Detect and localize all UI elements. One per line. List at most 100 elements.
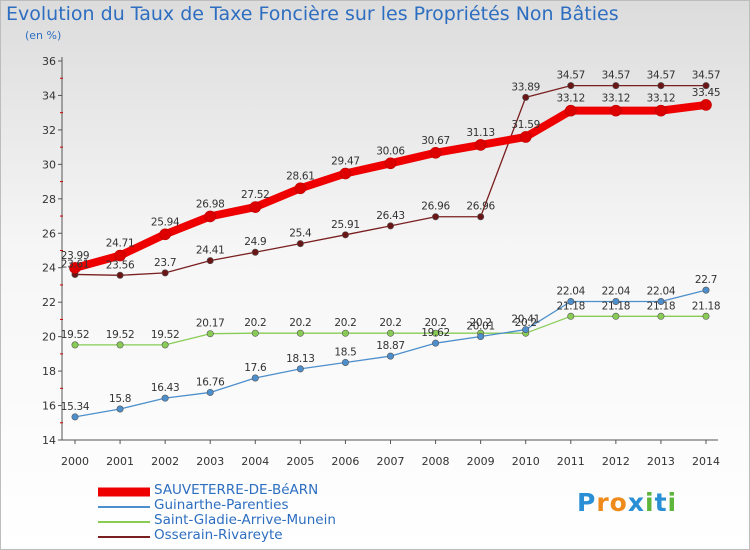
data-label: 33.12 [647, 93, 676, 105]
data-point [161, 394, 169, 402]
x-tick-label: 2008 [422, 455, 450, 468]
legend-swatch [98, 505, 150, 508]
x-tick-label: 2006 [331, 455, 359, 468]
data-label: 20.41 [511, 314, 540, 326]
x-tick-label: 2002 [151, 455, 179, 468]
logo-letter: i [645, 488, 655, 517]
data-point [251, 374, 259, 382]
x-tick-label: 2013 [647, 455, 675, 468]
data-point [655, 104, 667, 117]
series-layer [69, 82, 712, 421]
data-point [116, 271, 124, 279]
data-point [432, 329, 440, 337]
data-point [159, 228, 171, 241]
data-point [657, 297, 665, 305]
data-point [251, 329, 259, 337]
x-tick-label: 2005 [286, 455, 314, 468]
data-point [610, 104, 622, 117]
data-point [161, 341, 169, 349]
data-label: 24.9 [244, 236, 266, 248]
data-point [116, 405, 124, 413]
x-tick-label: 2001 [106, 455, 134, 468]
data-label: 18.13 [286, 353, 315, 365]
data-point [206, 388, 214, 396]
legend-label: SAUVETERRE-DE-BéARN [154, 482, 319, 498]
data-point [341, 329, 349, 337]
data-point [71, 341, 79, 349]
proxiti-logo: Proxiti [577, 488, 677, 517]
data-label: 34.57 [647, 70, 676, 82]
data-point [567, 297, 575, 305]
data-label: 23.56 [106, 259, 135, 271]
x-tick-label: 2010 [512, 455, 540, 468]
data-label: 15.8 [109, 393, 131, 405]
data-point [386, 222, 394, 230]
data-label: 22.04 [647, 285, 676, 297]
data-point [522, 93, 530, 101]
data-label: 19.52 [61, 329, 90, 341]
data-point [432, 339, 440, 347]
x-tick-label: 2003 [196, 455, 224, 468]
data-label: 22.04 [602, 285, 631, 297]
y-tick-label: 18 [42, 365, 56, 378]
data-label: 17.6 [244, 362, 267, 374]
data-point [69, 262, 81, 274]
data-point [612, 82, 620, 90]
data-label: 21.18 [692, 300, 721, 312]
y-tick-label: 22 [42, 296, 56, 309]
data-label: 20.2 [515, 317, 537, 329]
data-point [702, 286, 710, 294]
legend-swatch [98, 520, 150, 523]
y-tick-label: 14 [42, 434, 56, 447]
data-point [612, 297, 620, 305]
data-point [429, 147, 442, 159]
data-point [477, 213, 485, 221]
data-point [477, 332, 485, 340]
data-label: 20.2 [334, 317, 356, 329]
data-label: 19.52 [151, 329, 180, 341]
data-point [702, 82, 710, 90]
data-label: 30.67 [421, 135, 450, 147]
data-label: 26.43 [376, 210, 405, 222]
data-label: 16.76 [196, 376, 225, 388]
x-tick-label: 2007 [377, 455, 405, 468]
data-label: 15.34 [61, 401, 90, 413]
data-label: 34.57 [602, 70, 631, 82]
x-tick-label: 2012 [602, 455, 630, 468]
data-label: 20.2 [379, 317, 401, 329]
data-labels: 19.52 19.52 19.52 20.17 20.2 20.2 20.2 20.2 20.2… [61, 70, 721, 413]
data-point [612, 312, 620, 320]
data-label: 20.2 [470, 317, 492, 329]
data-label: 27.52 [241, 189, 270, 201]
data-label: 20.2 [424, 317, 446, 329]
data-label: 31.13 [466, 127, 495, 139]
data-label: 22.7 [695, 274, 717, 286]
legend-label: Guinarthe-Parenties [154, 497, 289, 513]
data-point [296, 329, 304, 337]
series-line [71, 100, 710, 272]
data-label: 16.43 [151, 382, 180, 394]
data-label: 33.89 [511, 81, 540, 93]
x-tick-label: 2004 [241, 455, 269, 468]
data-label: 21.18 [557, 300, 586, 312]
legend-label: Osserain-Rivareyte [154, 527, 283, 543]
data-point [657, 82, 665, 90]
data-label: 33.12 [602, 93, 631, 105]
data-label: 23.7 [154, 257, 176, 269]
data-label: 26.98 [196, 198, 225, 210]
data-point [702, 312, 710, 320]
logo-letter: P [577, 488, 597, 517]
data-label: 19.52 [106, 329, 135, 341]
y-tick-label: 24 [42, 262, 56, 275]
data-label: 24.41 [196, 245, 225, 257]
data-label: 26.96 [421, 201, 450, 213]
data-point [71, 413, 79, 421]
chart-title: Evolution du Taux de Taxe Foncière sur l… [6, 3, 619, 25]
data-label: 18.87 [376, 340, 405, 352]
data-point [341, 358, 349, 366]
y-tick-label: 26 [42, 227, 56, 240]
data-label: 29.47 [331, 155, 360, 167]
data-label: 20.2 [289, 317, 311, 329]
x-tick-label: 2000 [61, 455, 89, 468]
